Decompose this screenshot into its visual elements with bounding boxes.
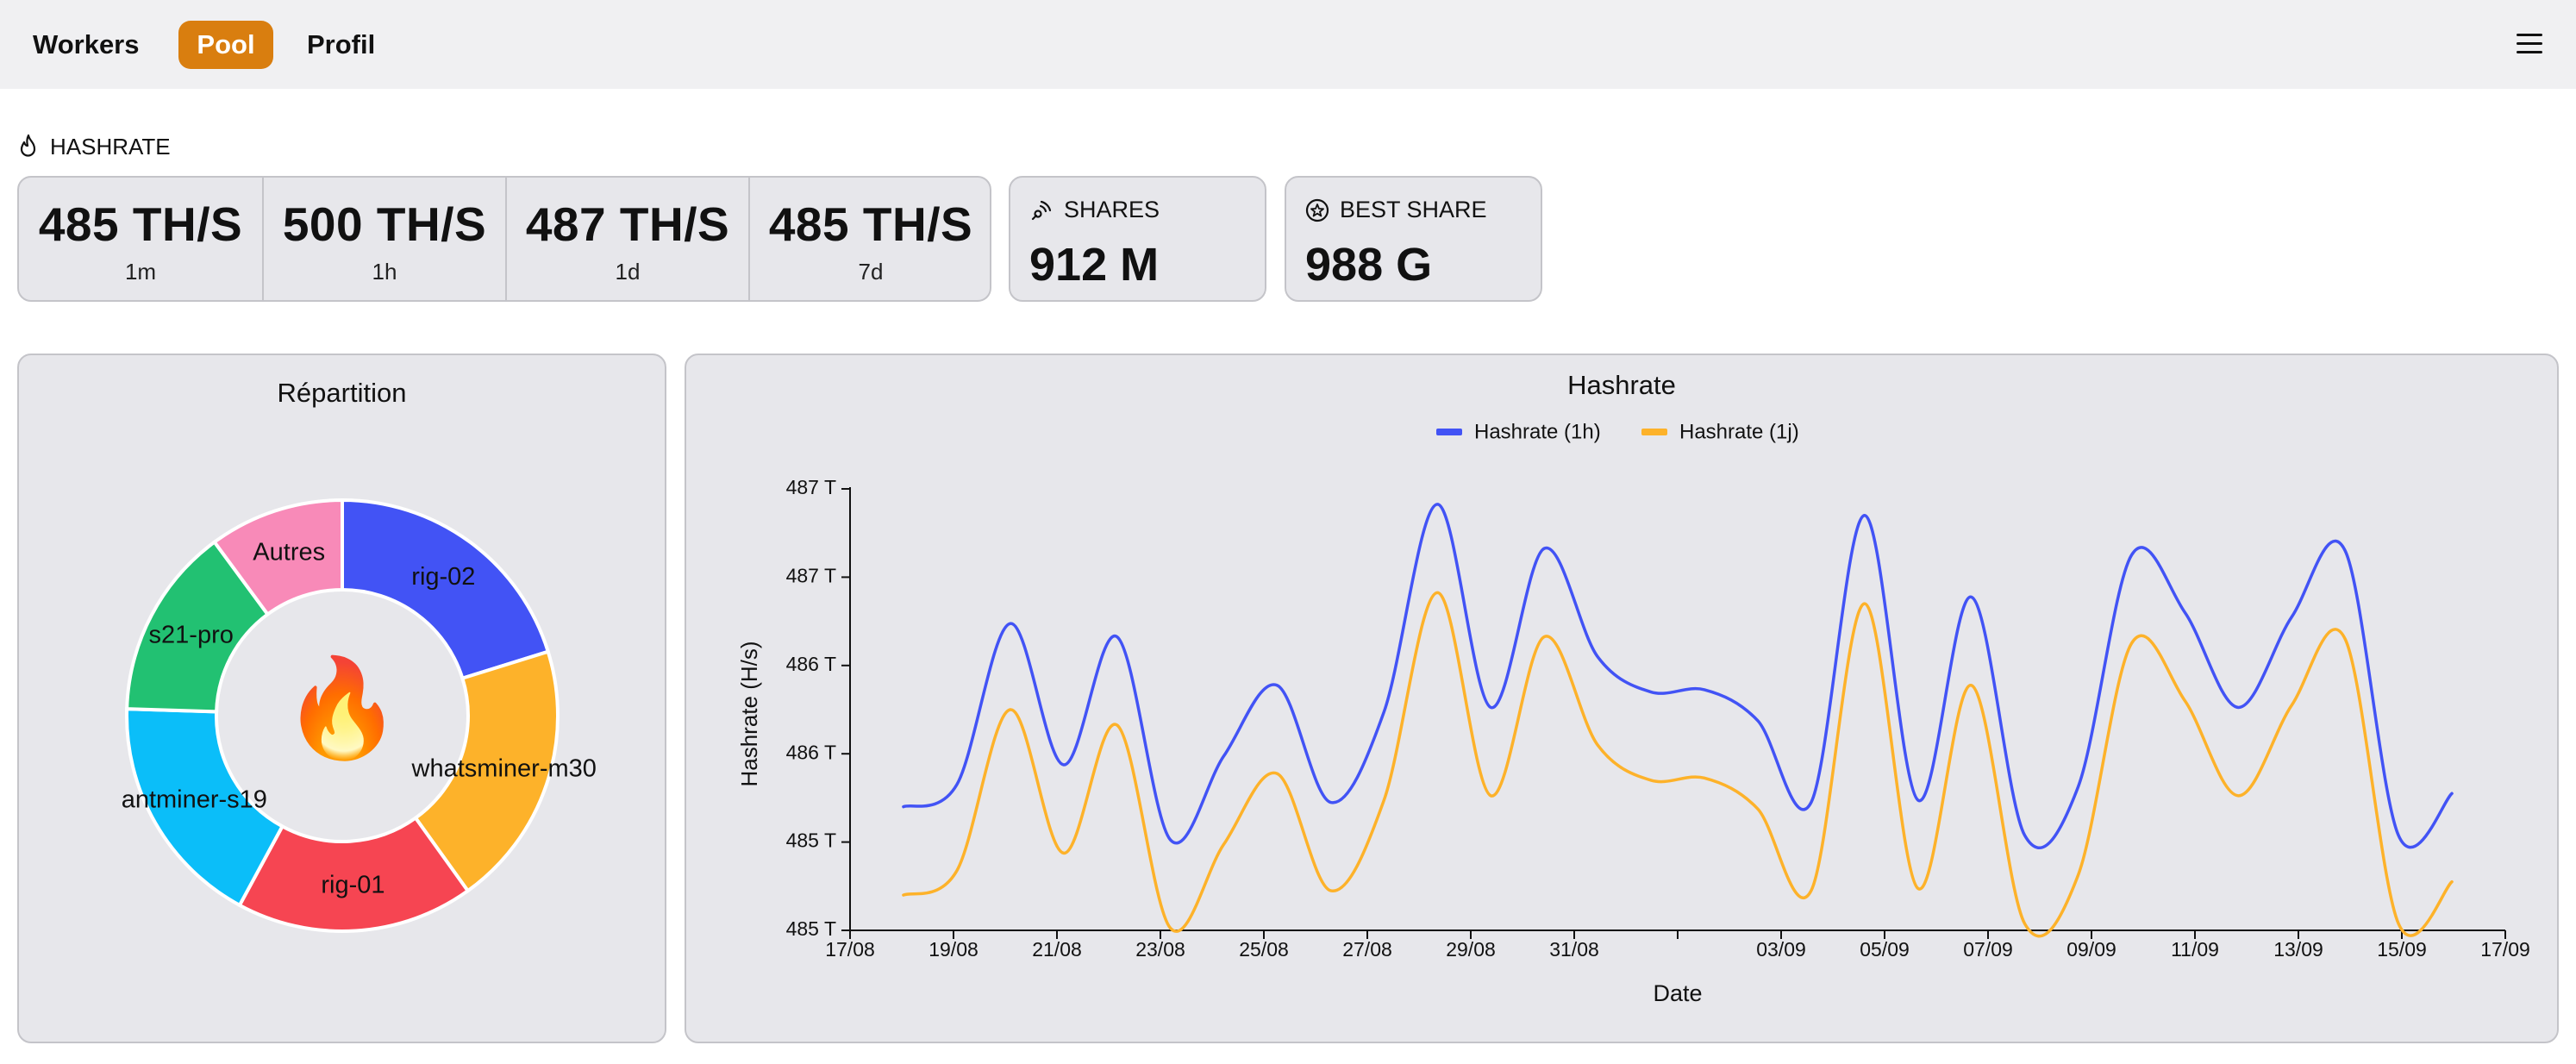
x-tick-label: 09/09 — [2066, 938, 2116, 961]
y-tick-label: 486 T — [786, 741, 836, 763]
hashrate-value: 487 TH/S — [525, 197, 730, 251]
x-tick-label: 19/08 — [928, 938, 979, 961]
y-tick-label: 486 T — [786, 653, 836, 675]
hashrate-value: 485 TH/S — [38, 197, 243, 251]
hamburger-menu-icon[interactable] — [2515, 31, 2544, 57]
legend-swatch-hashrate-1h — [1436, 429, 1462, 435]
hashrate-section-header: HASHRATE — [17, 131, 171, 162]
donut-slice-autres[interactable] — [211, 498, 344, 617]
shares-label: SHARES — [1064, 197, 1160, 222]
donut-label-rig-01: rig-01 — [321, 871, 385, 898]
donut-label-s21-pro: s21-pro — [149, 622, 234, 649]
hashrate-7d: 485 TH/S 7d — [748, 178, 991, 300]
best-share-label: BEST SHARE — [1340, 197, 1487, 222]
repartition-donut-chart: rig-02 whatsminer-m30 rig-01 antminer-s19 s2… — [122, 498, 597, 933]
hashrate-chart-panel: Hashrate Hashrate (1h) Hashrate (1j) 485 … — [685, 354, 2559, 1043]
x-tick-label: 27/08 — [1342, 938, 1392, 961]
hashrate-period: 1h — [372, 259, 397, 285]
best-share-title: BEST SHARE — [1305, 197, 1487, 223]
x-tick-label: 17/09 — [2480, 938, 2530, 961]
hashrate-line-chart: Hashrate Hashrate (1h) Hashrate (1j) 485 … — [736, 370, 2530, 1006]
signal-icon — [1031, 200, 1052, 220]
hashrate-1d: 487 TH/S 1d — [505, 178, 748, 300]
chart-legend: Hashrate (1h) Hashrate (1j) — [1436, 420, 1799, 443]
series-line-hashrate-1j[interactable] — [902, 591, 2454, 938]
x-tick-label: 13/09 — [2273, 938, 2323, 961]
donut-label-autres: Autres — [253, 539, 325, 566]
top-nav-bar: Workers Pool Profil — [0, 0, 2576, 89]
repartition-panel: Répartition rig-02 whatsminer-m30 rig-01 an… — [17, 354, 666, 1043]
hashrate-period: 1d — [615, 259, 641, 285]
x-tick-label: 15/09 — [2377, 938, 2427, 961]
hashrate-value: 485 TH/S — [768, 197, 973, 251]
x-tick-label: 05/09 — [1860, 938, 1910, 961]
y-axis-label: Hashrate (H/s) — [736, 641, 762, 786]
flame-icon — [20, 134, 36, 157]
x-tick-label: 11/09 — [2171, 938, 2219, 961]
best-share-value: 988 G — [1305, 239, 1433, 291]
shares-card: SHARES 912 M — [1009, 176, 1266, 302]
chart-title: Hashrate — [1567, 370, 1676, 400]
nav-profil[interactable]: Profil — [307, 29, 376, 59]
x-axis-label: Date — [1653, 980, 1702, 1006]
y-tick-label: 485 T — [786, 917, 836, 940]
donut-slice-rig-02[interactable] — [341, 498, 551, 681]
x-tick-label: 17/08 — [825, 938, 875, 961]
nav-pool[interactable]: Pool — [178, 21, 273, 69]
repartition-title: Répartition — [277, 378, 407, 408]
legend-swatch-hashrate-1j — [1641, 429, 1667, 435]
hashrate-1h: 500 TH/S 1h — [262, 178, 505, 300]
legend-label-hashrate-1j[interactable]: Hashrate (1j) — [1679, 420, 1799, 443]
x-tick-label: 21/08 — [1032, 938, 1082, 961]
x-tick-label: 23/08 — [1135, 938, 1185, 961]
hashrate-period: 1m — [124, 259, 157, 285]
y-tick-label: 485 T — [786, 829, 836, 852]
star-badge-icon — [1305, 198, 1329, 222]
x-tick-label: 31/08 — [1549, 938, 1599, 961]
hashrate-period: 7d — [858, 259, 884, 285]
fire-emoji-icon: 🔥 — [282, 654, 402, 763]
hashrate-label: HASHRATE — [50, 133, 171, 160]
donut-label-whatsminer-m30: whatsminer-m30 — [411, 755, 597, 783]
nav-workers[interactable]: Workers — [33, 29, 140, 59]
x-tick-label: 25/08 — [1239, 938, 1289, 961]
donut-label-antminer-s19: antminer-s19 — [122, 785, 267, 813]
donut-label-rig-02: rig-02 — [411, 563, 475, 591]
x-tick-label: 29/08 — [1446, 938, 1496, 961]
y-tick-label: 487 T — [786, 476, 836, 498]
legend-label-hashrate-1h[interactable]: Hashrate (1h) — [1474, 420, 1601, 443]
shares-value: 912 M — [1029, 239, 1160, 291]
hashrate-value: 500 TH/S — [282, 197, 487, 251]
best-share-card: BEST SHARE 988 G — [1285, 176, 1542, 302]
x-tick-label: 03/09 — [1756, 938, 1806, 961]
hashrate-1m: 485 TH/S 1m — [19, 178, 262, 300]
x-tick-label: 07/09 — [1963, 938, 2013, 961]
donut-slice-whatsminer-m30[interactable] — [413, 649, 560, 893]
hashrate-card: 485 TH/S 1m 500 TH/S 1h 487 TH/S 1d 485 … — [17, 176, 991, 302]
shares-title: SHARES — [1029, 197, 1160, 223]
donut-slice-rig-01[interactable] — [237, 815, 471, 933]
series-line-hashrate-1h[interactable] — [902, 503, 2454, 849]
y-tick-label: 487 T — [786, 564, 836, 586]
